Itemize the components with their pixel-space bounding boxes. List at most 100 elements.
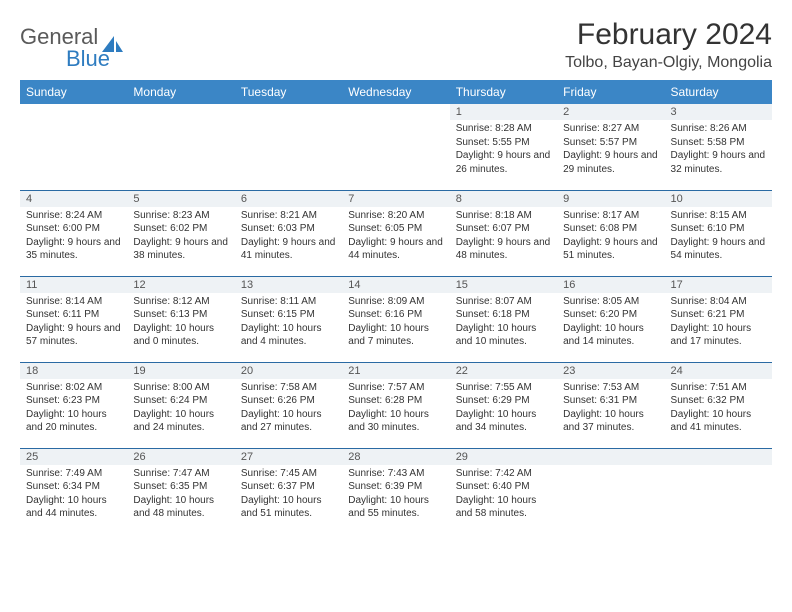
day-number: 13 — [235, 277, 342, 293]
daylight-text: Daylight: 10 hours and 4 minutes. — [241, 322, 336, 349]
sunset-text: Sunset: 6:11 PM — [26, 308, 121, 322]
day-details: Sunrise: 8:28 AMSunset: 5:55 PMDaylight:… — [450, 120, 557, 180]
calendar-day-cell: 21Sunrise: 7:57 AMSunset: 6:28 PMDayligh… — [342, 362, 449, 448]
sunrise-text: Sunrise: 8:02 AM — [26, 381, 121, 395]
calendar-day-cell: 4Sunrise: 8:24 AMSunset: 6:00 PMDaylight… — [20, 190, 127, 276]
day-details: Sunrise: 8:09 AMSunset: 6:16 PMDaylight:… — [342, 293, 449, 353]
daylight-text: Daylight: 10 hours and 44 minutes. — [26, 494, 121, 521]
page-header: General Blue February 2024 Tolbo, Bayan-… — [20, 18, 772, 72]
day-number: 20 — [235, 363, 342, 379]
calendar-day-cell: 14Sunrise: 8:09 AMSunset: 6:16 PMDayligh… — [342, 276, 449, 362]
calendar-day-cell: 25Sunrise: 7:49 AMSunset: 6:34 PMDayligh… — [20, 448, 127, 534]
daylight-text: Daylight: 9 hours and 54 minutes. — [671, 236, 766, 263]
daylight-text: Daylight: 10 hours and 41 minutes. — [671, 408, 766, 435]
sunset-text: Sunset: 6:03 PM — [241, 222, 336, 236]
day-details: Sunrise: 8:17 AMSunset: 6:08 PMDaylight:… — [557, 207, 664, 267]
calendar-week-row: 4Sunrise: 8:24 AMSunset: 6:00 PMDaylight… — [20, 190, 772, 276]
day-details: Sunrise: 7:49 AMSunset: 6:34 PMDaylight:… — [20, 465, 127, 525]
day-number: 9 — [557, 191, 664, 207]
day-details: Sunrise: 8:23 AMSunset: 6:02 PMDaylight:… — [127, 207, 234, 267]
sunset-text: Sunset: 6:10 PM — [671, 222, 766, 236]
sunrise-text: Sunrise: 8:26 AM — [671, 122, 766, 136]
day-number: 15 — [450, 277, 557, 293]
calendar-week-row: 1Sunrise: 8:28 AMSunset: 5:55 PMDaylight… — [20, 104, 772, 190]
day-details: Sunrise: 8:07 AMSunset: 6:18 PMDaylight:… — [450, 293, 557, 353]
daylight-text: Daylight: 9 hours and 44 minutes. — [348, 236, 443, 263]
calendar-day-cell: 16Sunrise: 8:05 AMSunset: 6:20 PMDayligh… — [557, 276, 664, 362]
calendar-week-row: 11Sunrise: 8:14 AMSunset: 6:11 PMDayligh… — [20, 276, 772, 362]
sunset-text: Sunset: 6:20 PM — [563, 308, 658, 322]
sunrise-text: Sunrise: 8:09 AM — [348, 295, 443, 309]
daylight-text: Daylight: 9 hours and 35 minutes. — [26, 236, 121, 263]
calendar-day-cell: 6Sunrise: 8:21 AMSunset: 6:03 PMDaylight… — [235, 190, 342, 276]
sunset-text: Sunset: 6:32 PM — [671, 394, 766, 408]
sunset-text: Sunset: 6:23 PM — [26, 394, 121, 408]
day-number: 1 — [450, 104, 557, 120]
daylight-text: Daylight: 10 hours and 17 minutes. — [671, 322, 766, 349]
location-subtitle: Tolbo, Bayan-Olgiy, Mongolia — [565, 54, 772, 72]
daylight-text: Daylight: 9 hours and 57 minutes. — [26, 322, 121, 349]
calendar-day-cell: 15Sunrise: 8:07 AMSunset: 6:18 PMDayligh… — [450, 276, 557, 362]
sunset-text: Sunset: 6:13 PM — [133, 308, 228, 322]
sunrise-text: Sunrise: 8:11 AM — [241, 295, 336, 309]
day-details: Sunrise: 7:47 AMSunset: 6:35 PMDaylight:… — [127, 465, 234, 525]
calendar-day-cell: 26Sunrise: 7:47 AMSunset: 6:35 PMDayligh… — [127, 448, 234, 534]
calendar-day-cell: 11Sunrise: 8:14 AMSunset: 6:11 PMDayligh… — [20, 276, 127, 362]
daylight-text: Daylight: 9 hours and 26 minutes. — [456, 149, 551, 176]
day-details: Sunrise: 8:14 AMSunset: 6:11 PMDaylight:… — [20, 293, 127, 353]
sunset-text: Sunset: 6:28 PM — [348, 394, 443, 408]
calendar-day-cell: 24Sunrise: 7:51 AMSunset: 6:32 PMDayligh… — [665, 362, 772, 448]
day-number: 26 — [127, 449, 234, 465]
day-details: Sunrise: 8:04 AMSunset: 6:21 PMDaylight:… — [665, 293, 772, 353]
day-details: Sunrise: 8:11 AMSunset: 6:15 PMDaylight:… — [235, 293, 342, 353]
day-details: Sunrise: 7:55 AMSunset: 6:29 PMDaylight:… — [450, 379, 557, 439]
day-number: 29 — [450, 449, 557, 465]
daylight-text: Daylight: 10 hours and 20 minutes. — [26, 408, 121, 435]
day-details: Sunrise: 7:53 AMSunset: 6:31 PMDaylight:… — [557, 379, 664, 439]
calendar-week-row: 18Sunrise: 8:02 AMSunset: 6:23 PMDayligh… — [20, 362, 772, 448]
daylight-text: Daylight: 10 hours and 55 minutes. — [348, 494, 443, 521]
sunset-text: Sunset: 6:07 PM — [456, 222, 551, 236]
day-number: 18 — [20, 363, 127, 379]
day-details: Sunrise: 8:20 AMSunset: 6:05 PMDaylight:… — [342, 207, 449, 267]
weekday-header: Sunday — [20, 80, 127, 104]
sunset-text: Sunset: 6:24 PM — [133, 394, 228, 408]
calendar-day-cell: 10Sunrise: 8:15 AMSunset: 6:10 PMDayligh… — [665, 190, 772, 276]
sunrise-text: Sunrise: 8:17 AM — [563, 209, 658, 223]
day-details: Sunrise: 7:57 AMSunset: 6:28 PMDaylight:… — [342, 379, 449, 439]
daylight-text: Daylight: 10 hours and 7 minutes. — [348, 322, 443, 349]
sunset-text: Sunset: 6:29 PM — [456, 394, 551, 408]
weekday-header: Friday — [557, 80, 664, 104]
sunset-text: Sunset: 6:26 PM — [241, 394, 336, 408]
sunset-text: Sunset: 6:21 PM — [671, 308, 766, 322]
calendar-day-cell: 12Sunrise: 8:12 AMSunset: 6:13 PMDayligh… — [127, 276, 234, 362]
sunrise-text: Sunrise: 7:53 AM — [563, 381, 658, 395]
day-details: Sunrise: 8:24 AMSunset: 6:00 PMDaylight:… — [20, 207, 127, 267]
sunset-text: Sunset: 6:00 PM — [26, 222, 121, 236]
day-details: Sunrise: 8:02 AMSunset: 6:23 PMDaylight:… — [20, 379, 127, 439]
calendar-table: SundayMondayTuesdayWednesdayThursdayFrid… — [20, 80, 772, 534]
day-number: 17 — [665, 277, 772, 293]
calendar-day-cell: 3Sunrise: 8:26 AMSunset: 5:58 PMDaylight… — [665, 104, 772, 190]
calendar-day-cell — [20, 104, 127, 190]
day-number: 21 — [342, 363, 449, 379]
day-details: Sunrise: 8:05 AMSunset: 6:20 PMDaylight:… — [557, 293, 664, 353]
daylight-text: Daylight: 10 hours and 24 minutes. — [133, 408, 228, 435]
daylight-text: Daylight: 9 hours and 48 minutes. — [456, 236, 551, 263]
weekday-header: Tuesday — [235, 80, 342, 104]
daylight-text: Daylight: 10 hours and 51 minutes. — [241, 494, 336, 521]
sunrise-text: Sunrise: 7:49 AM — [26, 467, 121, 481]
sunrise-text: Sunrise: 8:05 AM — [563, 295, 658, 309]
day-details: Sunrise: 8:27 AMSunset: 5:57 PMDaylight:… — [557, 120, 664, 180]
logo: General Blue — [20, 24, 126, 72]
daylight-text: Daylight: 10 hours and 10 minutes. — [456, 322, 551, 349]
weekday-header: Thursday — [450, 80, 557, 104]
calendar-week-row: 25Sunrise: 7:49 AMSunset: 6:34 PMDayligh… — [20, 448, 772, 534]
day-details: Sunrise: 8:21 AMSunset: 6:03 PMDaylight:… — [235, 207, 342, 267]
daylight-text: Daylight: 10 hours and 34 minutes. — [456, 408, 551, 435]
daylight-text: Daylight: 10 hours and 14 minutes. — [563, 322, 658, 349]
day-number: 28 — [342, 449, 449, 465]
sunset-text: Sunset: 6:35 PM — [133, 480, 228, 494]
day-number: 11 — [20, 277, 127, 293]
day-number: 27 — [235, 449, 342, 465]
